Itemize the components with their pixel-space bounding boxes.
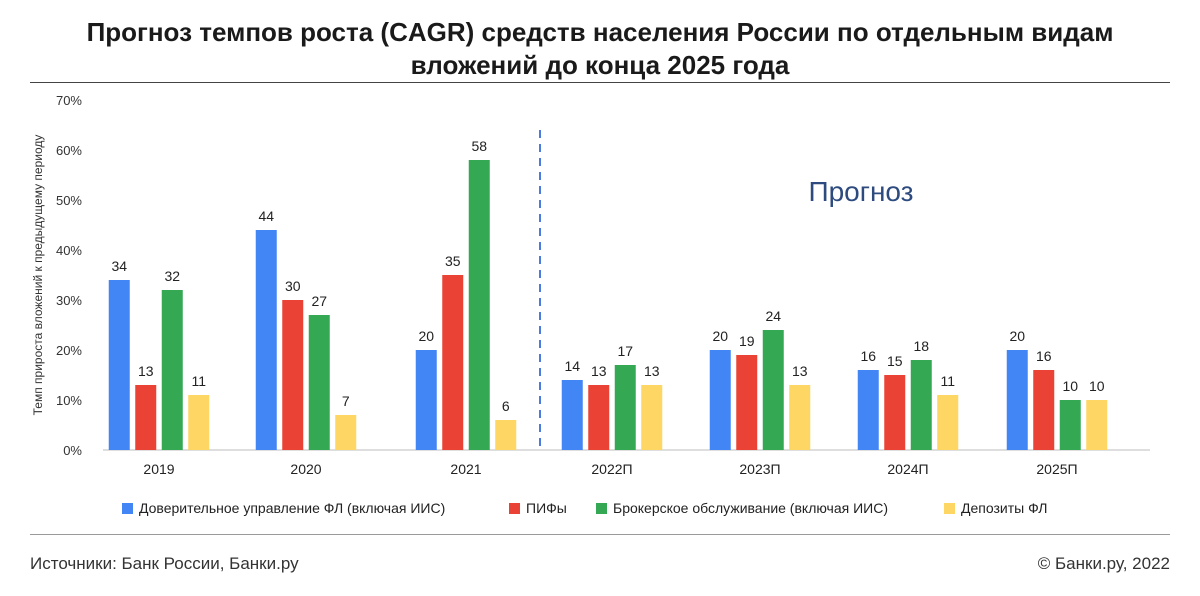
- bar-3-2022П: [614, 365, 636, 450]
- data-label: 16: [860, 348, 876, 364]
- x-tick-label: 2020: [290, 461, 321, 477]
- x-tick-labels: 2019 2020 2021 2022П 2023П 2024П 2025П: [143, 461, 1077, 477]
- chart-title: Прогноз темпов роста (CAGR) средств насе…: [0, 16, 1200, 82]
- copyright-note: © Банки.ру, 2022: [1037, 554, 1170, 573]
- data-label: 58: [471, 138, 487, 154]
- bar-2-2019: [135, 385, 157, 450]
- data-label: 13: [792, 363, 808, 379]
- data-label: 14: [564, 358, 580, 374]
- legend-item: ПИФы: [509, 500, 567, 516]
- bar-3-2019: [161, 290, 183, 450]
- legend-label: ПИФы: [526, 500, 567, 516]
- data-label: 35: [445, 253, 461, 269]
- bar-1-2020: [255, 230, 277, 450]
- bar-3-2020: [308, 315, 330, 450]
- footer-divider: [30, 534, 1170, 535]
- legend-swatch: [122, 502, 133, 514]
- bar-1-2025П: [1006, 350, 1028, 450]
- legend-swatch: [596, 502, 607, 514]
- data-label: 27: [311, 293, 327, 309]
- legend-label: Брокерское обслуживание (включая ИИС): [613, 500, 889, 516]
- bar-4-2022П: [641, 385, 663, 450]
- y-axis: 0% 10% 20% 30% 40% 50% 60% 70%: [56, 93, 82, 458]
- x-tick-label: 2021: [450, 461, 481, 477]
- bar-1-2024П: [857, 370, 879, 450]
- data-label: 34: [111, 258, 127, 274]
- x-tick-label: 2019: [143, 461, 174, 477]
- data-label: 20: [712, 328, 728, 344]
- y-tick-label: 20%: [56, 343, 82, 358]
- bar-1-2022П: [561, 380, 583, 450]
- data-label: 15: [887, 353, 903, 369]
- data-label: 10: [1089, 378, 1105, 394]
- bar-4-2024П: [937, 395, 959, 450]
- bar-2-2021: [442, 275, 464, 450]
- legend-item: Брокерское обслуживание (включая ИИС): [596, 500, 888, 516]
- bar-3-2025П: [1059, 400, 1081, 450]
- legend-item: Депозиты ФЛ: [944, 500, 1047, 516]
- y-tick-label: 10%: [56, 393, 82, 408]
- legend-label: Доверительное управление ФЛ (включая ИИС…: [139, 500, 446, 516]
- bar-2-2024П: [884, 375, 906, 450]
- data-label: 20: [1009, 328, 1025, 344]
- x-tick-label: 2022П: [591, 461, 632, 477]
- y-tick-label: 40%: [56, 243, 82, 258]
- bar-4-2025П: [1086, 400, 1108, 450]
- x-tick-label: 2025П: [1036, 461, 1077, 477]
- data-label: 16: [1036, 348, 1052, 364]
- bar-2-2020: [282, 300, 304, 450]
- y-tick-label: 0%: [63, 443, 82, 458]
- bar-chart: 0% 10% 20% 30% 40% 50% 60% 70% Темп прироста вл…: [31, 93, 1150, 477]
- data-label: 30: [285, 278, 301, 294]
- source-note: Источники: Банк России, Банки.ру: [30, 554, 299, 573]
- x-tick-label: 2024П: [887, 461, 928, 477]
- bar-4-2023П: [789, 385, 811, 450]
- bar-3-2023П: [762, 330, 784, 450]
- data-label: 7: [342, 393, 350, 409]
- bar-2-2023П: [736, 355, 758, 450]
- chart-title-line-2: вложений до конца 2025 года: [410, 50, 790, 80]
- bar-1-2021: [415, 350, 437, 450]
- bar-1-2023П: [709, 350, 731, 450]
- data-label: 20: [418, 328, 434, 344]
- data-label: 11: [191, 373, 206, 389]
- x-tick-label: 2023П: [739, 461, 780, 477]
- data-label: 13: [591, 363, 607, 379]
- bar-2-2022П: [588, 385, 610, 450]
- bar-3-2021: [468, 160, 490, 450]
- data-label: 44: [258, 208, 274, 224]
- y-axis-label: Темп прироста вложений к предыдущему пер…: [31, 135, 45, 416]
- bars-layer: 34 13 32 11 44 30 27 7 20 35 58 6 14 13 17 13 20 19 24 13 16…: [108, 138, 1108, 450]
- bar-4-2019: [188, 395, 210, 450]
- bar-3-2024П: [910, 360, 932, 450]
- legend-swatch: [509, 502, 520, 514]
- y-tick-label: 70%: [56, 93, 82, 108]
- title-divider: [30, 82, 1170, 83]
- data-label: 19: [739, 333, 755, 349]
- data-label: 13: [138, 363, 154, 379]
- bar-2-2025П: [1033, 370, 1055, 450]
- y-tick-label: 60%: [56, 143, 82, 158]
- bar-4-2021: [495, 420, 517, 450]
- forecast-label: Прогноз: [808, 176, 913, 207]
- bar-1-2019: [108, 280, 130, 450]
- legend-swatch: [944, 502, 955, 514]
- data-label: 32: [164, 268, 180, 284]
- y-tick-label: 30%: [56, 293, 82, 308]
- data-label: 24: [765, 308, 781, 324]
- chart-legend: Доверительное управление ФЛ (включая ИИС…: [0, 500, 1200, 524]
- bar-4-2020: [335, 415, 357, 450]
- data-label: 13: [644, 363, 660, 379]
- data-label: 10: [1062, 378, 1078, 394]
- data-label: 17: [617, 343, 633, 359]
- data-label: 18: [913, 338, 929, 354]
- chart-title-line-1: Прогноз темпов роста (CAGR) средств насе…: [86, 17, 1114, 47]
- legend-label: Депозиты ФЛ: [961, 500, 1048, 516]
- y-tick-label: 50%: [56, 193, 82, 208]
- legend-item: Доверительное управление ФЛ (включая ИИС…: [122, 500, 445, 516]
- data-label: 11: [940, 373, 955, 389]
- data-label: 6: [502, 398, 510, 414]
